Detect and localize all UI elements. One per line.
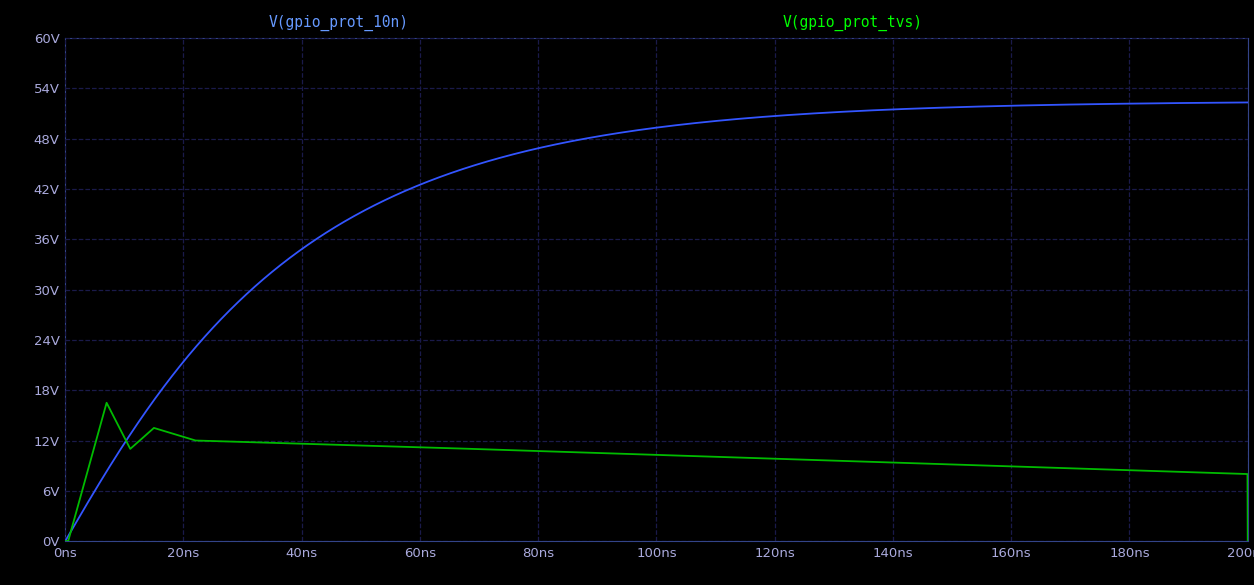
Text: V(gpio_prot_10n): V(gpio_prot_10n)	[268, 15, 409, 31]
Text: V(gpio_prot_tvs): V(gpio_prot_tvs)	[782, 15, 923, 31]
